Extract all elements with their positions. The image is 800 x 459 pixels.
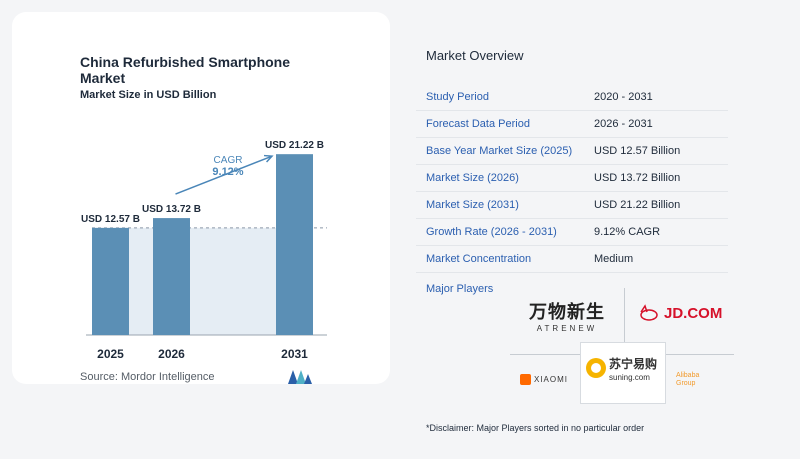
overview-row-label: Growth Rate (2026 - 2031) — [416, 218, 594, 246]
bar-value-label: USD 21.22 B — [265, 140, 324, 151]
atrenew-logo: 万物新生 ATRENEW — [518, 298, 616, 333]
bar-value-label: USD 13.72 B — [142, 204, 201, 215]
overview-table: Study Period 2020 - 2031 Forecast Data Per… — [416, 84, 728, 273]
suning-lion-icon — [586, 358, 606, 378]
xiaomi-text: XIAOMI — [534, 375, 569, 384]
category-label: 2031 — [281, 347, 308, 361]
players-logos: 万物新生 ATRENEW JD.COM XIAOMI 苏宁易购 suning.c… — [510, 288, 734, 406]
overview-row-value: Medium — [594, 245, 728, 273]
overview-row-label: Market Size (2031) — [416, 191, 594, 219]
suning-logo: 苏宁易购 suning.com — [580, 342, 666, 404]
overview-row: Base Year Market Size (2025) USD 12.57 Bi… — [416, 137, 728, 165]
bar — [276, 154, 313, 335]
overview-row-label: Market Concentration — [416, 245, 594, 273]
overview-row: Forecast Data Period 2026 - 2031 — [416, 110, 728, 138]
overview-row-value: USD 13.72 Billion — [594, 164, 728, 192]
chart-subtitle: Market Size in USD Billion — [80, 89, 217, 101]
xiaomi-icon — [520, 374, 531, 385]
suning-en: suning.com — [609, 373, 650, 382]
alibaba-line2: Group — [676, 380, 696, 387]
bar — [153, 218, 190, 335]
overview-row: Growth Rate (2026 - 2031) 9.12% CAGR — [416, 218, 728, 246]
players-title: Major Players — [426, 283, 494, 295]
overview-row-value: 2020 - 2031 — [594, 84, 728, 111]
cagr-label: CAGR — [214, 155, 243, 166]
suning-cn: 苏宁易购 — [609, 357, 658, 371]
overview-row-label: Forecast Data Period — [416, 110, 594, 138]
alibaba-line1: Alibaba — [676, 372, 700, 379]
atrenew-en: ATRENEW — [536, 324, 598, 333]
overview-row-label: Base Year Market Size (2025) — [416, 137, 594, 165]
overview-row: Market Size (2026) USD 13.72 Billion — [416, 164, 728, 192]
overview-row: Study Period 2020 - 2031 — [416, 84, 728, 111]
mordor-logo-icon — [288, 370, 312, 384]
category-label: 2025 — [97, 347, 124, 361]
alibaba-logo: Alibaba Group — [676, 372, 699, 388]
source-note: Source: Mordor Intelligence — [80, 371, 215, 383]
overview-row-value: USD 12.57 Billion — [594, 137, 728, 165]
overview-row: Market Size (2031) USD 21.22 Billion — [416, 191, 728, 219]
cagr-arrowhead — [263, 154, 274, 163]
overview-title: Market Overview — [426, 48, 524, 63]
bar-chart: USD 12.57 B 2025 USD 13.72 B 2026 USD 21.22 … — [81, 140, 327, 361]
chart-card: China Refurbished Smartphone Market Mark… — [12, 12, 390, 384]
xiaomi-logo: XIAOMI — [520, 374, 568, 385]
overview-row-value: 9.12% CAGR — [594, 218, 728, 246]
overview-row: Market Concentration Medium — [416, 245, 728, 273]
jd-dog-icon — [640, 304, 658, 321]
overview-row-label: Study Period — [416, 84, 594, 111]
disclaimer: *Disclaimer: Major Players sorted in no … — [426, 423, 645, 433]
separator — [624, 288, 625, 348]
bar — [92, 227, 129, 335]
chart-title: China Refurbished Smartphone Market — [80, 54, 291, 86]
overview-row-value: USD 21.22 Billion — [594, 191, 728, 219]
category-label: 2026 — [158, 347, 185, 361]
overview-row-value: 2026 - 2031 — [594, 110, 728, 138]
jd-text: JD.COM — [664, 304, 723, 322]
jd-logo: JD.COM — [638, 304, 722, 322]
overview-row-label: Market Size (2026) — [416, 164, 594, 192]
cagr-value: 9.12% — [212, 166, 243, 178]
bar-value-label: USD 12.57 B — [81, 214, 140, 225]
cagr-arrow — [175, 155, 273, 195]
atrenew-cn: 万物新生 — [529, 302, 605, 322]
